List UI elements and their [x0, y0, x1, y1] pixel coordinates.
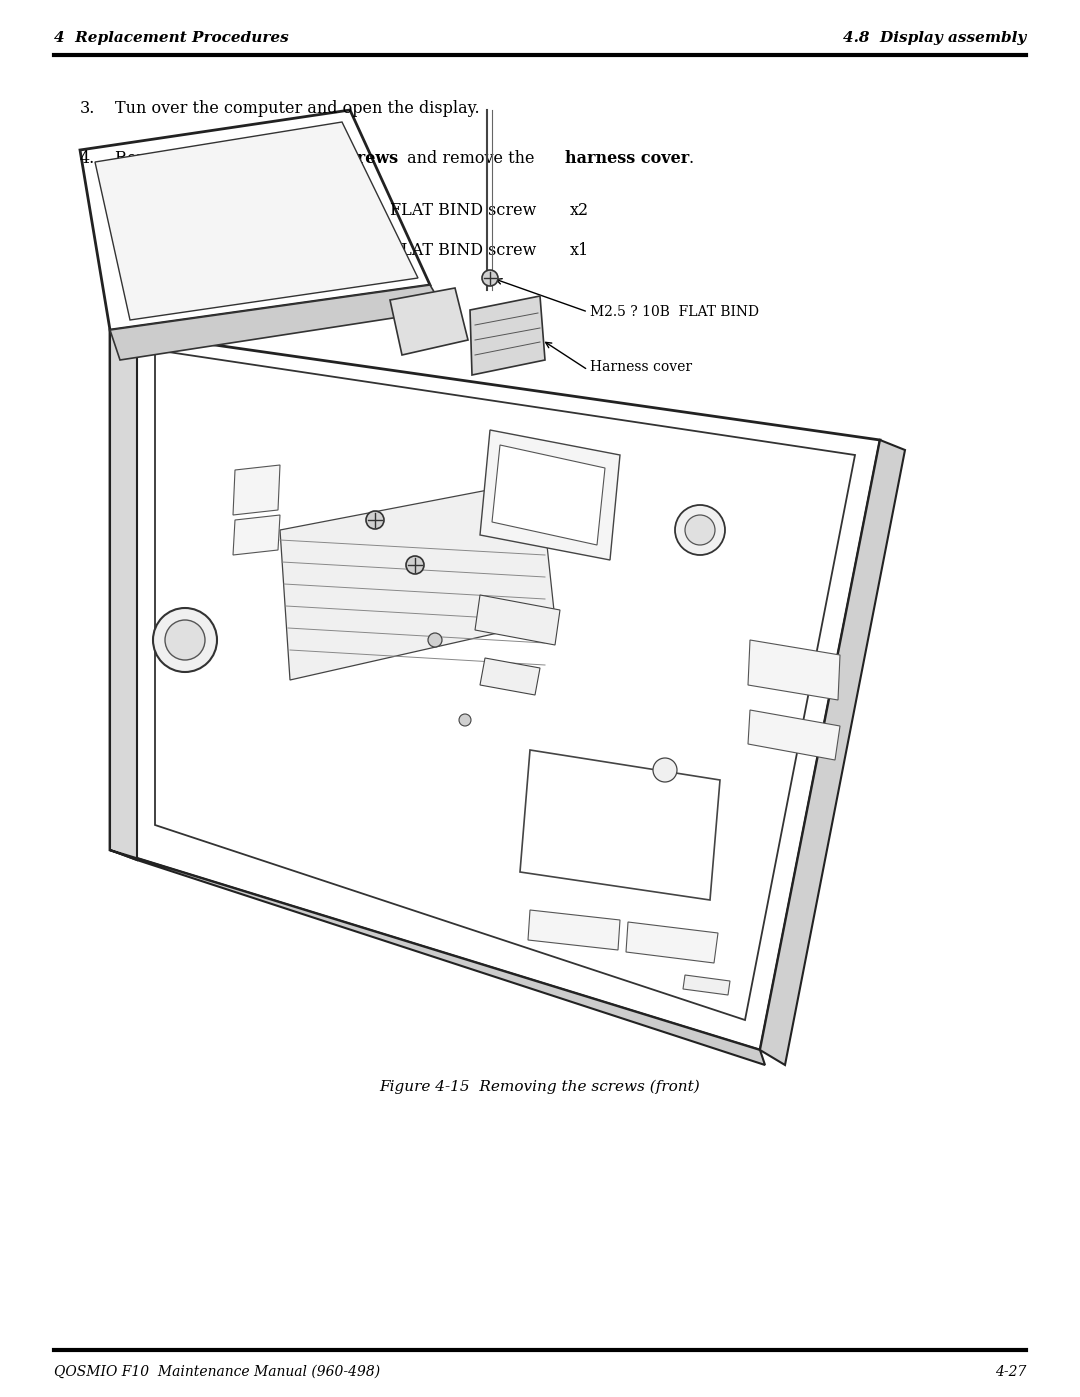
Polygon shape — [519, 750, 720, 900]
Polygon shape — [480, 658, 540, 694]
Polygon shape — [760, 440, 905, 1065]
Text: and remove the: and remove the — [402, 149, 540, 168]
Polygon shape — [110, 330, 880, 1051]
Polygon shape — [110, 285, 445, 360]
Text: 3.: 3. — [80, 101, 95, 117]
Circle shape — [482, 270, 498, 286]
Polygon shape — [110, 849, 765, 1065]
Polygon shape — [626, 922, 718, 963]
Polygon shape — [492, 446, 605, 545]
Circle shape — [675, 504, 725, 555]
Text: ? M2.5?6B: ? M2.5?6B — [240, 203, 326, 219]
Polygon shape — [528, 909, 620, 950]
Text: M2.5 ? 6B  FLAT BIND: M2.5 ? 6B FLAT BIND — [185, 450, 346, 464]
Polygon shape — [280, 481, 555, 680]
Circle shape — [459, 714, 471, 726]
Polygon shape — [80, 110, 430, 330]
Text: Figure 4-15  Removing the screws (front): Figure 4-15 Removing the screws (front) — [380, 1080, 700, 1094]
Polygon shape — [390, 288, 468, 355]
Polygon shape — [748, 640, 840, 700]
Polygon shape — [233, 465, 280, 515]
Polygon shape — [748, 710, 840, 760]
Text: Remove the following: Remove the following — [114, 149, 297, 168]
Text: harness cover: harness cover — [565, 149, 689, 168]
Circle shape — [153, 608, 217, 672]
Text: Harness cover: Harness cover — [590, 360, 692, 374]
Polygon shape — [95, 122, 418, 320]
Polygon shape — [480, 430, 620, 560]
Text: 4-27: 4-27 — [995, 1365, 1026, 1379]
Circle shape — [685, 515, 715, 545]
Circle shape — [165, 620, 205, 659]
Text: x2: x2 — [570, 203, 589, 219]
Text: Tun over the computer and open the display.: Tun over the computer and open the displ… — [114, 101, 480, 117]
Text: QOSMIO F10  Maintenance Manual (960-498): QOSMIO F10 Maintenance Manual (960-498) — [54, 1365, 380, 1379]
Text: 4  Replacement Procedures: 4 Replacement Procedures — [54, 31, 288, 45]
Polygon shape — [110, 330, 137, 861]
Polygon shape — [470, 296, 545, 374]
Text: ? M2.5?10B: ? M2.5?10B — [240, 242, 336, 258]
Circle shape — [428, 633, 442, 647]
Text: x1: x1 — [570, 242, 590, 258]
Polygon shape — [475, 595, 561, 645]
Circle shape — [366, 511, 384, 529]
Text: 4.8  Display assembly: 4.8 Display assembly — [842, 31, 1026, 45]
Polygon shape — [156, 351, 855, 1020]
Text: .: . — [688, 149, 693, 168]
Polygon shape — [233, 515, 280, 555]
Text: FLAT BIND screw: FLAT BIND screw — [390, 242, 537, 258]
Text: M2.5 ? 10B  FLAT BIND: M2.5 ? 10B FLAT BIND — [590, 305, 759, 319]
Text: screws: screws — [338, 149, 399, 168]
Text: FLAT BIND screw: FLAT BIND screw — [390, 203, 537, 219]
Text: 4.: 4. — [80, 149, 95, 168]
Circle shape — [406, 556, 424, 574]
Circle shape — [653, 759, 677, 782]
Polygon shape — [683, 975, 730, 995]
